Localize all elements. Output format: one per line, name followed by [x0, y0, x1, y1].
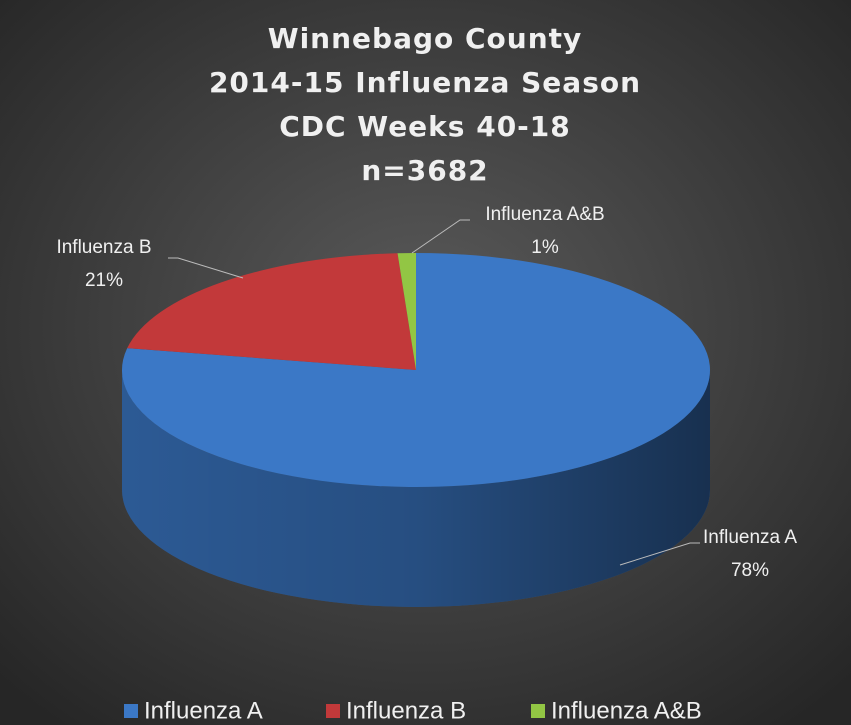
data-label-name: Influenza A&B: [485, 204, 604, 225]
chart-title: 2014-15 Influenza Season: [209, 66, 641, 99]
data-label: 1%: [531, 237, 559, 258]
leader-line: [411, 219, 470, 254]
leader-line: [619, 542, 700, 566]
legend-label: Influenza A&B: [551, 697, 702, 724]
leader-line: [168, 257, 244, 279]
data-label-name: Influenza A: [703, 527, 797, 548]
data-label: 21%: [85, 270, 123, 291]
pie-slice: [127, 253, 416, 370]
chart-title: n=3682: [361, 154, 488, 187]
legend-swatch: [124, 704, 138, 718]
legend-swatch: [531, 704, 545, 718]
legend-swatch: [326, 704, 340, 718]
legend-label: Influenza A: [144, 697, 263, 724]
chart-title: CDC Weeks 40-18: [279, 110, 571, 143]
data-label: 78%: [731, 560, 769, 581]
legend-label: Influenza B: [346, 697, 466, 724]
chart-title: Winnebago County: [268, 22, 583, 55]
pie-slice: [397, 253, 416, 370]
pie-side-shade: [122, 370, 710, 607]
data-label-name: Influenza B: [56, 237, 151, 258]
